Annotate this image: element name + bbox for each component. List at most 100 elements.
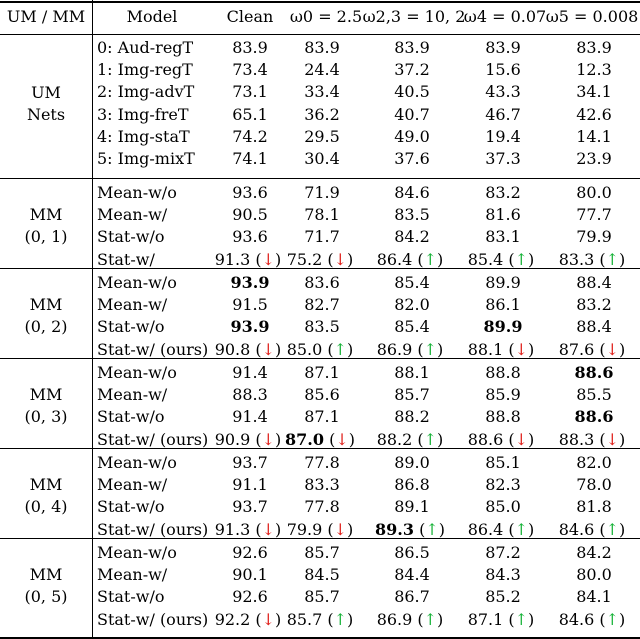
value-cell: 89.3 (↑) <box>362 519 458 541</box>
group-label-line: UM <box>31 82 61 102</box>
value-number: 92.2 <box>214 609 251 629</box>
value-number: 93.9 <box>230 317 270 337</box>
value-cell: 33.4 <box>282 81 362 103</box>
value-cell: 84.4 <box>372 564 452 586</box>
value-cell: 90.8 (↓) <box>200 339 296 361</box>
arrow-up-icon: (↑) <box>412 249 444 269</box>
value-cell: 82.0 <box>372 294 452 316</box>
value-cell: 71.7 <box>282 226 362 248</box>
table-rule <box>0 538 640 539</box>
group-label-line: (0, 4) <box>24 497 68 517</box>
value-cell: 75.2 (↓) <box>272 249 368 271</box>
value-number: 84.2 <box>576 543 612 562</box>
value-number: 81.8 <box>576 497 612 517</box>
column-divider <box>92 0 93 639</box>
value-cell: 19.4 <box>463 126 543 148</box>
value-cell: 78.1 <box>282 204 362 226</box>
value-number: 85.6 <box>304 385 340 405</box>
value-cell: 84.5 <box>282 564 362 586</box>
value-number: 88.3 <box>232 385 268 405</box>
value-cell: 88.3 <box>210 384 290 406</box>
arrow-down-icon: (↓) <box>503 339 535 359</box>
value-cell: 80.0 <box>554 564 634 586</box>
value-cell: 88.4 <box>554 272 634 294</box>
value-cell: 83.2 <box>554 294 634 316</box>
value-number: 88.6 <box>467 429 504 449</box>
value-number: 87.1 <box>467 609 504 629</box>
value-cell: 86.7 <box>372 586 452 608</box>
arrow-down-icon: (↓) <box>250 339 282 359</box>
arrow-down-icon: (↓) <box>322 249 354 269</box>
value-cell: 29.5 <box>282 126 362 148</box>
arrow-up-icon: (↑) <box>503 519 535 539</box>
value-cell: 84.2 <box>554 542 634 564</box>
value-number: 88.6 <box>574 363 614 382</box>
value-number: 88.8 <box>485 363 521 382</box>
group-label-line: MM <box>29 295 63 315</box>
value-number: 87.1 <box>304 407 340 427</box>
value-number: 83.9 <box>232 38 268 57</box>
value-number: 43.3 <box>485 82 521 102</box>
table-rule <box>0 637 640 639</box>
value-cell: 93.7 <box>210 496 290 518</box>
value-cell: 88.8 <box>463 406 543 428</box>
group-label: MM (0, 4) <box>0 474 92 518</box>
value-cell: 88.3 (↓) <box>544 429 640 451</box>
value-cell: 42.6 <box>554 104 634 126</box>
value-number: 88.6 <box>574 407 614 427</box>
value-cell: 91.4 <box>210 362 290 384</box>
value-number: 77.7 <box>576 205 612 225</box>
value-number: 91.1 <box>232 475 268 495</box>
value-number: 93.6 <box>232 183 268 202</box>
value-number: 79.9 <box>286 519 323 539</box>
value-number: 24.4 <box>304 60 340 80</box>
value-number: 91.3 <box>214 519 251 539</box>
value-number: 90.8 <box>214 339 251 359</box>
value-number: 34.1 <box>576 82 612 102</box>
value-cell: 89.9 <box>463 272 543 294</box>
value-cell: 85.4 (↑) <box>453 249 549 271</box>
value-cell: 81.8 <box>554 496 634 518</box>
value-number: 74.2 <box>232 126 268 146</box>
header-omega0-text: ω0 = 2.5 <box>289 7 363 26</box>
value-cell: 83.2 <box>463 182 543 204</box>
value-cell: 65.1 <box>210 104 290 126</box>
value-cell: 83.5 <box>372 204 452 226</box>
header-omega23: ω2,3 = 10, 2 <box>362 6 466 28</box>
arrow-up-icon: (↑) <box>322 339 354 359</box>
arrow-down-icon: (↓) <box>594 339 626 359</box>
value-cell: 91.1 <box>210 474 290 496</box>
group-label-line: (0, 3) <box>24 407 68 427</box>
value-cell: 87.1 <box>282 406 362 428</box>
value-number: 83.6 <box>304 273 340 292</box>
value-number: 91.4 <box>232 407 268 427</box>
value-number: 81.6 <box>485 205 521 225</box>
table-rule <box>0 268 640 269</box>
arrow-up-icon: (↑) <box>413 519 445 539</box>
value-cell: 23.9 <box>554 148 634 170</box>
value-number: 92.6 <box>232 587 268 607</box>
model-name: Mean-w/ <box>97 475 168 495</box>
value-cell: 87.0 (↓) <box>272 429 368 451</box>
arrow-up-icon: (↑) <box>503 249 535 269</box>
arrow-up-icon: (↑) <box>412 339 444 359</box>
arrow-up-icon: (↑) <box>503 609 535 629</box>
value-number: 83.9 <box>485 38 521 57</box>
value-number: 23.9 <box>576 149 612 168</box>
value-number: 86.9 <box>376 609 413 629</box>
value-number: 86.4 <box>467 519 504 539</box>
value-number: 90.5 <box>232 205 268 225</box>
value-cell: 85.2 <box>463 586 543 608</box>
value-cell: 40.7 <box>372 104 452 126</box>
group-label: MM (0, 2) <box>0 294 92 338</box>
value-number: 83.9 <box>576 38 612 57</box>
value-cell: 83.9 <box>554 37 634 59</box>
value-number: 82.3 <box>485 475 521 495</box>
value-number: 86.5 <box>394 543 430 562</box>
value-number: 84.1 <box>576 587 612 607</box>
value-number: 83.5 <box>304 317 340 337</box>
value-cell: 85.7 <box>372 384 452 406</box>
model-name: Stat-w/o <box>97 317 165 337</box>
model-name: Stat-w/ (ours) <box>97 519 209 539</box>
value-cell: 92.2 (↓) <box>200 609 296 631</box>
